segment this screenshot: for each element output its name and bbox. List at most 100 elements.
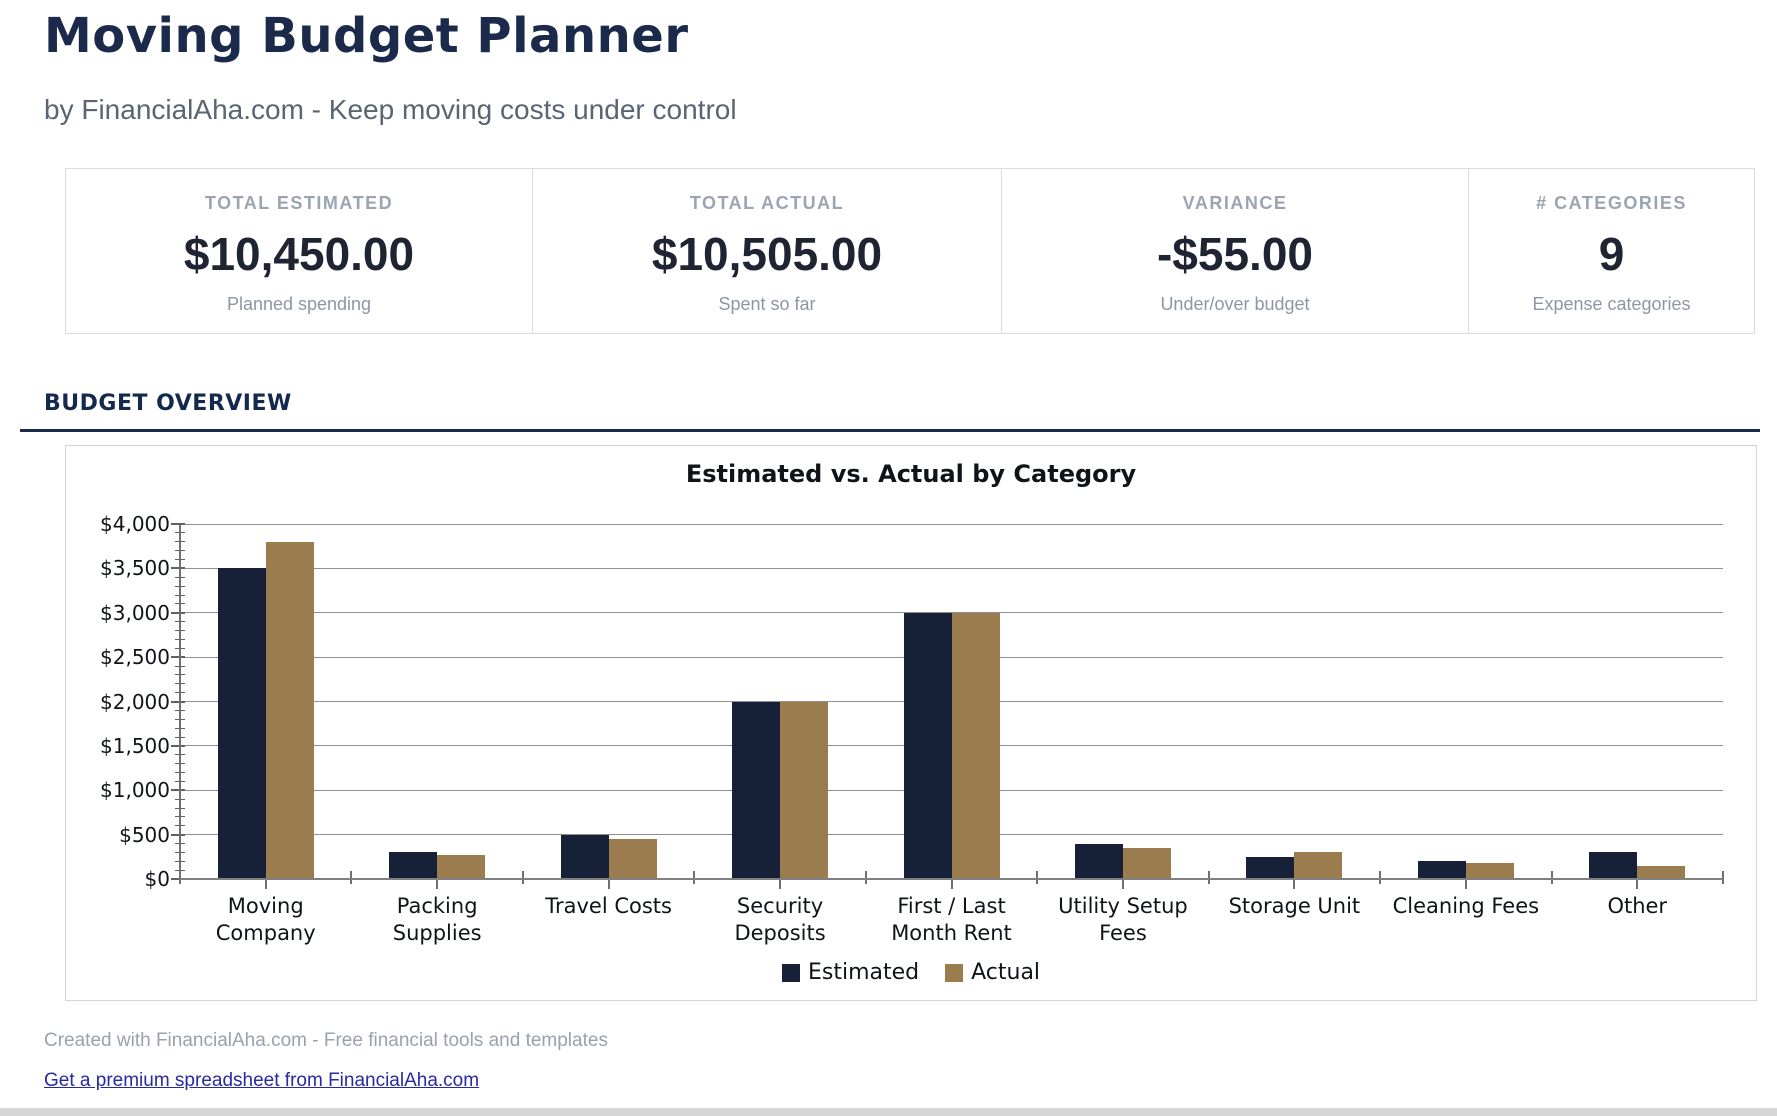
bar-actual [1637, 865, 1686, 879]
x-axis-label: Utility Setup Fees [1058, 894, 1188, 946]
x-axis-boundary-tick [1550, 871, 1553, 884]
y-axis-line [179, 524, 181, 879]
x-axis-boundary-tick [350, 871, 353, 884]
card-value: $10,450.00 [183, 228, 415, 280]
x-axis-boundary-tick [1379, 871, 1382, 884]
card-label: TOTAL ESTIMATED [204, 193, 394, 213]
x-axis-boundary-tick [1036, 871, 1039, 884]
x-axis-center-tick [436, 879, 439, 889]
y-axis-label: $4,000 [100, 512, 170, 536]
bar-actual [608, 839, 657, 879]
x-axis-line [180, 878, 1723, 880]
card-total-estimated: TOTAL ESTIMATED $10,450.00 Planned spend… [66, 169, 532, 333]
bar-estimated [389, 852, 438, 879]
x-axis-boundary-tick [1207, 871, 1210, 884]
chart-legend: Estimated Actual [66, 960, 1756, 985]
legend-label: Actual [971, 960, 1041, 985]
card-label: # CATEGORIES [1536, 193, 1687, 213]
bar-estimated [217, 568, 266, 879]
y-axis-major-tick [171, 656, 185, 659]
bar-actual [951, 612, 1000, 879]
card-label: TOTAL ACTUAL [689, 193, 845, 213]
x-axis-center-tick [950, 879, 953, 889]
bottom-strip [0, 1108, 1777, 1116]
y-axis-label: $3,000 [100, 600, 170, 625]
card-value: -$55.00 [1156, 228, 1313, 280]
y-axis-label: $2,000 [100, 689, 170, 714]
page-title: Moving Budget Planner [44, 8, 689, 64]
y-axis-major-tick [171, 567, 185, 570]
x-axis-label: Security Deposits [734, 894, 826, 946]
bar-actual [780, 701, 829, 879]
card-variance: VARIANCE -$55.00 Under/over budget [1001, 169, 1468, 333]
x-axis-label: Moving Company [215, 894, 316, 946]
legend-swatch-estimated [781, 963, 800, 982]
y-axis-major-tick [171, 878, 185, 880]
y-axis-label: $0 [144, 867, 170, 891]
bar-actual [1465, 863, 1514, 879]
y-axis-label: $1,000 [100, 778, 170, 803]
y-axis-label: $3,500 [100, 556, 170, 581]
section-divider [20, 429, 1760, 432]
bar-actual [265, 541, 314, 879]
x-axis-label: Storage Unit [1228, 894, 1361, 918]
y-axis-label: $1,500 [100, 733, 170, 758]
chart-plot-area: $0 $500 $1,000 $1,500 $2,000 $2,500 $3,000 $3,5… [100, 512, 1724, 945]
y-axis-major-tick [171, 523, 185, 525]
card-sublabel: Spent so far [718, 294, 816, 314]
gridline [180, 523, 1723, 525]
card-value: 9 [1598, 228, 1625, 280]
x-axis-boundary-tick [521, 871, 524, 884]
card-sublabel: Expense categories [1532, 294, 1691, 314]
bar-estimated [732, 701, 781, 879]
bar-estimated [560, 834, 609, 879]
bar-estimated [1417, 861, 1466, 879]
x-axis-label: Travel Costs [545, 894, 672, 918]
y-axis-label: $500 [119, 822, 170, 847]
chart-title: Estimated vs. Actual by Category [685, 460, 1137, 488]
page-subtitle: by FinancialAha.com - Keep moving costs … [44, 94, 737, 125]
card-total-actual: TOTAL ACTUAL $10,505.00 Spent so far [532, 169, 1001, 333]
premium-spreadsheet-link[interactable]: Get a premium spreadsheet from Financial… [44, 1070, 480, 1091]
x-axis-center-tick [1121, 879, 1124, 889]
x-axis-boundary-tick [1722, 871, 1724, 884]
x-axis-center-tick [607, 879, 610, 889]
x-axis-label: Other [1607, 894, 1668, 918]
x-axis-label: Packing Supplies [392, 894, 482, 946]
x-axis-label: Cleaning Fees [1392, 894, 1540, 918]
gridline [180, 567, 1723, 569]
legend-swatch-actual [945, 963, 964, 982]
x-axis-center-tick [1636, 879, 1639, 889]
legend-item-estimated: Estimated [781, 960, 920, 985]
card-label: VARIANCE [1182, 193, 1288, 213]
bar-actual [1294, 852, 1343, 879]
footer-credit: Created with FinancialAha.com - Free fin… [44, 1030, 608, 1051]
x-axis-center-tick [779, 879, 782, 889]
card-sublabel: Planned spending [226, 294, 372, 314]
card-sublabel: Under/over budget [1160, 294, 1310, 314]
card-num-categories: # CATEGORIES 9 Expense categories [1468, 169, 1754, 333]
budget-chart: Estimated vs. Actual by Category $0 $500 $… [65, 445, 1757, 1001]
x-axis-center-tick [1464, 879, 1467, 889]
y-axis-major-tick [171, 833, 185, 836]
y-axis-major-tick [171, 744, 185, 747]
y-axis-label: $2,500 [100, 645, 170, 670]
bar-estimated [1074, 843, 1123, 879]
x-axis-center-tick [264, 879, 267, 889]
card-value: $10,505.00 [651, 228, 883, 280]
bar-estimated [1589, 852, 1638, 879]
x-axis-center-tick [1293, 879, 1296, 889]
x-axis-boundary-tick [693, 871, 696, 884]
section-title-budget-overview: BUDGET OVERVIEW [44, 391, 292, 416]
summary-cards: TOTAL ESTIMATED $10,450.00 Planned spend… [65, 168, 1755, 334]
x-axis-boundary-tick [864, 871, 867, 884]
legend-item-actual: Actual [945, 960, 1040, 985]
bar-actual [437, 854, 486, 879]
bar-actual [1122, 847, 1171, 879]
y-axis-major-tick [171, 789, 185, 792]
x-axis-label: First / Last Month Rent [891, 894, 1012, 946]
legend-label: Estimated [807, 960, 920, 985]
bar-estimated [1246, 856, 1295, 879]
y-axis-major-tick [171, 611, 185, 614]
